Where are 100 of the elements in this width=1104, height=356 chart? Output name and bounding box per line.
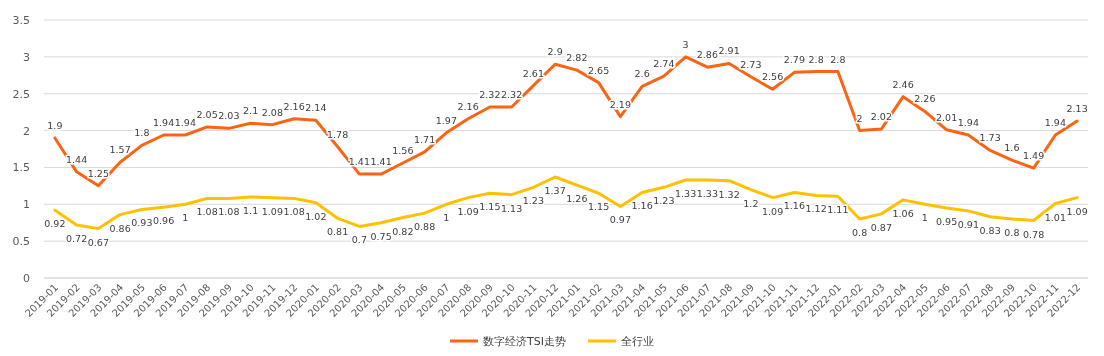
data-label: 1.15: [588, 201, 610, 213]
data-label: 1: [443, 212, 450, 224]
data-label: 1: [182, 212, 189, 224]
data-label: 2.74: [653, 58, 675, 70]
data-label: 1.37: [544, 185, 566, 197]
data-label: 1.33: [675, 187, 697, 199]
data-label: 2.1: [243, 105, 259, 117]
data-label: 2.32: [501, 88, 523, 100]
data-label: 1.6: [1004, 142, 1020, 154]
data-label: 0.97: [609, 214, 631, 226]
data-label: 0.92: [44, 218, 66, 230]
y-tick-label: 2.5: [12, 87, 30, 101]
data-label: 0.91: [957, 218, 979, 230]
data-label: 1.09: [261, 205, 283, 217]
data-label: 2.16: [457, 100, 479, 112]
data-label: 1.08: [196, 206, 218, 218]
data-label: 2.8: [808, 53, 824, 65]
y-tick-label: 2: [23, 124, 30, 138]
data-label: 2.82: [566, 52, 588, 64]
y-tick-label: 1.5: [12, 161, 30, 175]
data-label: 0.95: [936, 215, 958, 227]
data-label: 0.75: [370, 230, 392, 242]
data-label: 1.23: [653, 195, 675, 207]
data-label: 2.91: [718, 45, 740, 57]
data-label: 1.12: [805, 203, 827, 215]
data-label: 1.25: [87, 167, 109, 179]
data-label: 1.8: [134, 127, 150, 139]
data-label: 2.8: [830, 53, 846, 65]
data-label: 1.11: [827, 204, 849, 216]
data-label: 2.6: [634, 68, 650, 80]
data-label: 2.08: [261, 106, 283, 118]
data-label: 2.61: [522, 67, 544, 79]
data-label: 1.02: [305, 210, 327, 222]
data-label: 1.56: [392, 145, 414, 157]
data-label: 2.9: [547, 46, 563, 58]
data-label: 0.93: [131, 217, 153, 229]
data-label: 1.16: [631, 200, 653, 212]
data-label: 2.73: [740, 58, 762, 70]
legend-label: 全行业: [620, 335, 654, 348]
data-label: 2.32: [479, 88, 501, 100]
data-label: 1.23: [522, 195, 544, 207]
data-label: 2.13: [1066, 102, 1088, 114]
data-label: 1.33: [696, 187, 718, 199]
data-label: 2.79: [783, 54, 805, 66]
data-label: 2.16: [283, 100, 305, 112]
data-label: 2.65: [588, 64, 610, 76]
data-label: 1.16: [783, 200, 805, 212]
data-label: 1.78: [327, 128, 349, 140]
data-label: 3: [682, 38, 689, 50]
data-label: 1.32: [718, 188, 740, 200]
data-label: 2.86: [696, 49, 718, 61]
data-label: 2.56: [762, 71, 784, 83]
y-tick-label: 0: [23, 272, 30, 285]
data-label: 1.15: [479, 201, 501, 213]
data-label: 1.94: [1044, 116, 1066, 128]
y-tick-label: 3: [23, 50, 30, 64]
data-label: 2: [856, 112, 863, 124]
data-label: 1.01: [1044, 211, 1066, 223]
data-label: 2.05: [196, 108, 218, 120]
data-label: 0.87: [870, 221, 892, 233]
data-label: 1.26: [566, 193, 588, 205]
y-tick-label: 1: [23, 198, 30, 212]
data-label: 0.83: [979, 224, 1001, 236]
data-label: 1.06: [892, 207, 914, 219]
data-label: 1.08: [283, 206, 305, 218]
data-label: 0.88: [414, 221, 436, 233]
data-label: 0.8: [1004, 227, 1020, 239]
data-label: 1.94: [957, 116, 979, 128]
data-label: 1.13: [501, 202, 523, 214]
data-label: 1.73: [979, 132, 1001, 144]
data-label: 1.1: [243, 204, 259, 216]
data-label: 0.67: [87, 236, 109, 248]
data-label: 2.01: [936, 111, 958, 123]
data-label: 1.57: [109, 144, 131, 156]
y-tick-label: 0.5: [12, 235, 30, 249]
data-label: 1.09: [457, 205, 479, 217]
data-label: 1.41: [348, 156, 370, 168]
data-label: 1.97: [435, 114, 457, 126]
data-label: 2.26: [914, 93, 936, 105]
data-label: 1.08: [218, 206, 240, 218]
data-label: 1.9: [47, 119, 63, 131]
data-label: 0.7: [351, 234, 367, 246]
data-label: 0.86: [109, 222, 131, 234]
data-label: 2.46: [892, 78, 914, 90]
data-label: 1.09: [762, 205, 784, 217]
data-label: 1.41: [370, 156, 392, 168]
data-label: 0.8: [852, 227, 868, 239]
data-label: 1.94: [174, 116, 196, 128]
data-label: 1: [921, 212, 928, 224]
y-tick-label: 3.5: [12, 14, 30, 27]
data-label: 1.09: [1066, 205, 1088, 217]
data-label: 0.78: [1023, 228, 1045, 240]
data-label: 0.72: [66, 232, 88, 244]
data-label: 0.82: [392, 225, 414, 237]
data-label: 2.14: [305, 102, 327, 114]
legend-label: 数字经济TSI走势: [483, 335, 566, 348]
data-label: 1.94: [153, 116, 175, 128]
data-label: 0.96: [153, 215, 175, 227]
data-label: 2.03: [218, 110, 240, 122]
data-label: 0.81: [327, 226, 349, 238]
